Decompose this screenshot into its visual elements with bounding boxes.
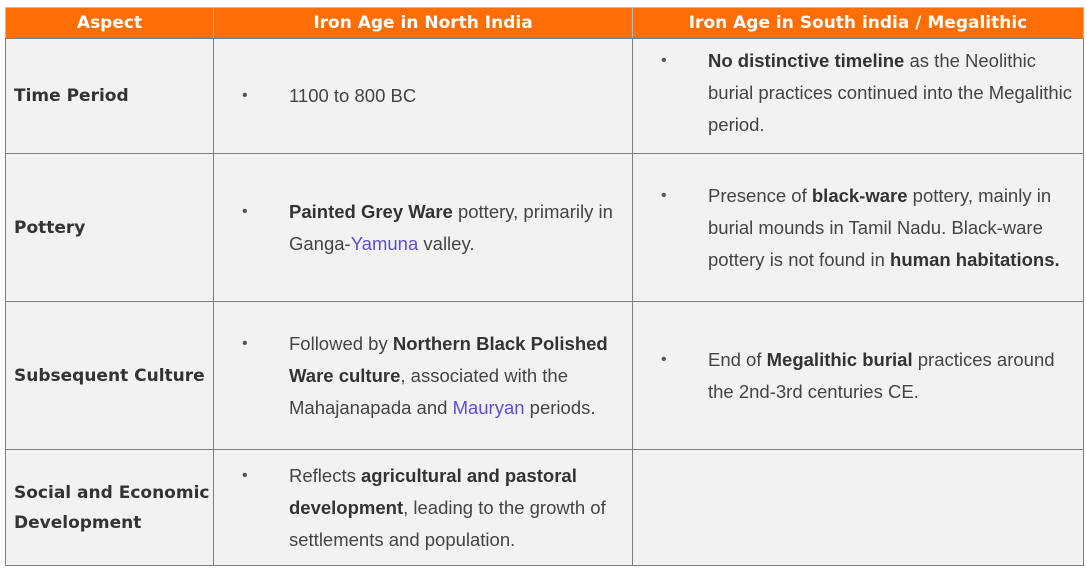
cell-text: Reflects: [289, 464, 361, 486]
bold-text: Painted Grey Ware: [289, 200, 453, 222]
bold-text: agricultural and pastoral development: [289, 464, 577, 518]
cell-text: End of: [708, 348, 767, 370]
bullet-icon: •: [242, 202, 248, 220]
aspect-cell-time-period: Time Period: [5, 38, 214, 154]
mauryan-link[interactable]: Mauryan: [452, 396, 525, 418]
table-row-pottery: Pottery • Painted Grey Ware pottery, pri…: [5, 153, 1084, 302]
bold-text: Northern Black Polished Ware culture: [289, 332, 608, 386]
aspect-cell-pottery: Pottery: [5, 153, 214, 302]
south-cell-subsequent-culture: • End of Megalithic burial practices aro…: [632, 301, 1084, 450]
cell-text: Followed by: [289, 332, 393, 354]
list-item: • Painted Grey Ware pottery, primarily i…: [214, 196, 632, 260]
bold-text: human habitations.: [890, 248, 1060, 270]
bullet-icon: •: [242, 334, 248, 352]
bullet-icon: •: [661, 350, 667, 368]
list-item: • No distinctive timeline as the Neolith…: [633, 45, 1083, 141]
bullet-icon: •: [242, 87, 248, 104]
table-row-time-period: Time Period • 1100 to 800 BC • No distin…: [5, 38, 1084, 154]
header-aspect: Aspect: [5, 7, 214, 39]
south-cell-social-economic: [632, 449, 1084, 566]
list-item: • End of Megalithic burial practices aro…: [633, 344, 1083, 408]
bullet-icon: •: [661, 186, 667, 204]
header-south-india: Iron Age in South india / Megalithic: [632, 7, 1084, 39]
cell-text: pottery, mainly in burial mounds in Tami…: [708, 184, 1052, 270]
aspect-cell-social-economic: Social and Economic Development: [5, 449, 214, 566]
list-item: • Reflects agricultural and pastoral dev…: [214, 460, 632, 556]
bullet-icon: •: [661, 52, 667, 69]
cell-text: practices around the 2nd-3rd centuries C…: [708, 348, 1055, 402]
header-north-india: Iron Age in North India: [213, 7, 633, 39]
cell-text: Presence of: [708, 184, 812, 206]
table-header-row: Aspect Iron Age in North India Iron Age …: [5, 7, 1084, 39]
table-row-subsequent-culture: Subsequent Culture • Followed by Norther…: [5, 301, 1084, 450]
bold-text: Megalithic burial: [766, 348, 913, 370]
iron-age-comparison-table: Aspect Iron Age in North India Iron Age …: [5, 7, 1084, 566]
yamuna-link[interactable]: Yamuna: [350, 232, 419, 254]
comparison-table-wrapper: Aspect Iron Age in North India Iron Age …: [5, 7, 1084, 566]
aspect-cell-subsequent-culture: Subsequent Culture: [5, 301, 214, 450]
south-cell-time-period: • No distinctive timeline as the Neolith…: [632, 38, 1084, 154]
north-cell-time-period: • 1100 to 800 BC: [213, 38, 633, 154]
cell-text: valley.: [418, 232, 475, 254]
bold-text: No distinctive timeline: [708, 50, 905, 71]
cell-text: as the Neolithic burial practices contin…: [708, 50, 1073, 135]
cell-text: , leading to the growth of settlements a…: [289, 496, 606, 550]
north-cell-pottery: • Painted Grey Ware pottery, primarily i…: [213, 153, 633, 302]
list-item: • Presence of black-ware pottery, mainly…: [633, 180, 1083, 276]
bold-text: black-ware: [811, 184, 908, 206]
cell-text: pottery, primarily in Ganga-: [289, 200, 613, 254]
cell-text: , associated with the Mahajanapada and: [289, 364, 568, 418]
cell-text: periods.: [524, 396, 596, 418]
table-row-social-economic: Social and Economic Development • Reflec…: [5, 449, 1084, 566]
north-cell-subsequent-culture: • Followed by Northern Black Polished Wa…: [213, 301, 633, 450]
list-item: • Followed by Northern Black Polished Wa…: [214, 328, 632, 424]
list-item: • 1100 to 800 BC: [214, 80, 632, 112]
north-cell-social-economic: • Reflects agricultural and pastoral dev…: [213, 449, 633, 566]
cell-text: 1100 to 800 BC: [289, 85, 417, 106]
south-cell-pottery: • Presence of black-ware pottery, mainly…: [632, 153, 1084, 302]
bullet-icon: •: [242, 466, 248, 484]
